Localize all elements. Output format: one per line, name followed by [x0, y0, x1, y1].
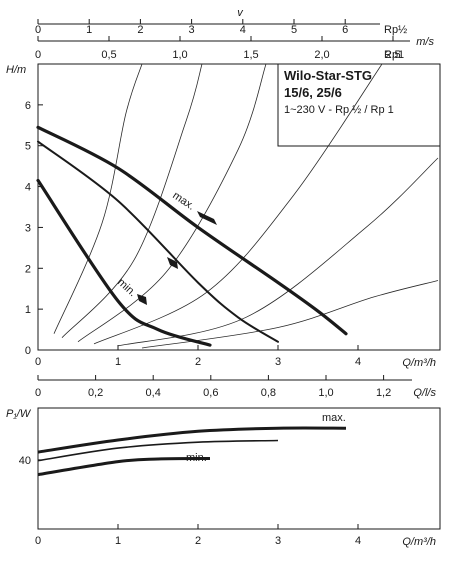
rp-half-ticks: 0 1 2 3 4 5 6 [35, 19, 348, 36]
rp1-tick-label: 1,0 [172, 49, 187, 61]
rp-half-tick-label: 3 [189, 24, 195, 36]
power-xtick-label: 1 [115, 535, 121, 547]
power-xlabel: Q/m³/h [402, 536, 436, 548]
chart-subtitle-2: 1~230 V - Rp ½ / Rp 1 [284, 104, 394, 116]
ls-axis-label: Q/l/s [413, 387, 436, 399]
power-xtick-label: 2 [195, 535, 201, 547]
speed-selector-max [197, 211, 217, 225]
ls-tick-label: 0 [35, 387, 41, 399]
power-curve-max [37, 426, 347, 454]
head-ytick-label: 0 [25, 345, 31, 357]
ls-tick-label: 0,2 [88, 387, 103, 399]
rp1-tick-label: 2,0 [314, 49, 329, 61]
head-legend-box: Wilo-Star-STG 15/6, 25/6 1~230 V - Rp ½ … [277, 64, 440, 147]
rp-half-label: Rp½ [384, 24, 407, 36]
power-curve-min [37, 457, 211, 477]
head-ytick-label: 2 [25, 263, 31, 275]
power-ytick-label: 40 [19, 455, 31, 467]
power-series [37, 426, 347, 477]
rp-half-tick-label: 2 [137, 24, 143, 36]
system-curve [61, 64, 203, 338]
series-label-min: min. [115, 276, 138, 299]
head-ytick-label: 4 [25, 182, 31, 194]
power-label-min: min. [186, 452, 207, 464]
speed-selector-min [137, 294, 147, 305]
head-ytick-label: 5 [25, 141, 31, 153]
system-curve [53, 64, 143, 334]
ls-tick-label: 0,8 [261, 387, 276, 399]
ls-tick-label: 1,0 [318, 387, 333, 399]
chart-title: Wilo-Star-STG [284, 68, 372, 83]
rp1-tick-label: 0,5 [101, 49, 116, 61]
rp-half-tick-label: 5 [291, 24, 297, 36]
head-series [36, 125, 348, 347]
rp1-tick-label: 0 [35, 49, 41, 61]
rp-half-tick-label: 4 [240, 24, 246, 36]
ls-tick-label: 0,4 [146, 387, 161, 399]
rp1-ticks: 0 0,5 1,0 1,5 2,0 2,5 [35, 36, 401, 61]
head-plot: 0 1 2 3 4 0 1 2 3 4 5 6 Wilo-Star-STG 15/6, 25/6 1~… [6, 63, 441, 369]
head-ylabel: H/m [6, 64, 26, 76]
system-curve [117, 157, 439, 347]
head-xtick-label: 1 [115, 356, 121, 368]
ls-tick-label: 1,2 [376, 387, 391, 399]
rp-half-tick-label: 1 [86, 24, 92, 36]
power-plot-frame [37, 407, 441, 530]
top-axes: 0 1 2 3 4 5 6 0 0,5 1,0 1,5 2,0 2,5 v Rp½ m/s Rp1 [35, 7, 435, 61]
head-ticks: 0 1 2 3 4 0 1 2 3 4 5 6 [25, 100, 361, 368]
rp1-tick-label: 2,5 [385, 49, 400, 61]
power-label-max: max. [322, 412, 346, 424]
head-xtick-label: 4 [355, 356, 361, 368]
head-curve-mid [37, 140, 279, 343]
chart-subtitle: 15/6, 25/6 [284, 85, 342, 100]
power-curve-mid [37, 439, 279, 462]
head-xlabel: Q/m³/h [402, 357, 436, 369]
legend-box-border [277, 64, 440, 147]
system-curve [77, 64, 267, 343]
head-curve-max [36, 125, 348, 336]
power-xtick-label: 0 [35, 535, 41, 547]
power-xtick-label: 3 [275, 535, 281, 547]
rp-half-tick-label: 0 [35, 24, 41, 36]
power-xtick-label: 4 [355, 535, 361, 547]
ls-ticks: 0 0,2 0,4 0,6 0,8 1,0 1,2 [35, 375, 391, 399]
head-xtick-label: 0 [35, 356, 41, 368]
rp1-label: Rp1 [384, 49, 404, 61]
velocity-label: v [237, 7, 244, 19]
head-ytick-label: 6 [25, 100, 31, 112]
speed-selector-mid [167, 257, 178, 269]
flow-ls-axis: 0 0,2 0,4 0,6 0,8 1,0 1,2 Q/l/s [35, 375, 436, 399]
power-plot: 0 1 2 3 4 40 P₁/W Q/m³/h max. min. [6, 407, 441, 548]
velocity-unit: m/s [416, 36, 434, 48]
head-plot-frame [37, 63, 441, 351]
power-ylabel: P₁/W [6, 408, 32, 420]
head-xtick-label: 2 [195, 356, 201, 368]
ls-tick-label: 0,6 [203, 387, 218, 399]
head-ytick-label: 1 [25, 304, 31, 316]
head-curve-min [36, 178, 212, 347]
rp1-tick-label: 1,5 [243, 49, 258, 61]
head-xtick-label: 3 [275, 356, 281, 368]
power-ticks: 0 1 2 3 4 40 [19, 455, 361, 547]
head-ytick-label: 3 [25, 222, 31, 234]
rp-half-tick-label: 6 [342, 24, 348, 36]
